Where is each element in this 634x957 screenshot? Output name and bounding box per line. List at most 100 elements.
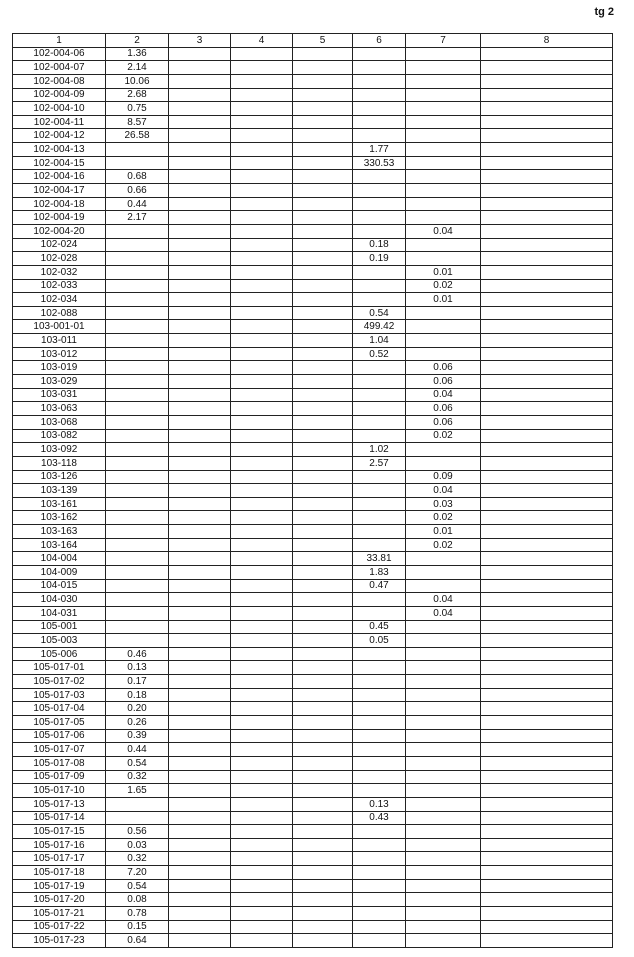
value-cell-col-8 — [480, 142, 613, 157]
table-row: 103-118 2.57 — [12, 455, 613, 471]
value-cell-col-3 — [168, 455, 231, 471]
value-cell-col-4 — [230, 442, 293, 457]
value-cell-col-5 — [292, 796, 353, 812]
value-cell-col-6 — [352, 837, 406, 853]
value-cell-col-3 — [168, 428, 231, 444]
value-cell-col-6 — [352, 742, 406, 757]
value-cell-col-2 — [105, 374, 169, 389]
value-cell-col-8 — [480, 510, 613, 526]
value-cell-col-5 — [292, 674, 353, 689]
table-row: 105-017-09 0.32 — [12, 769, 613, 785]
value-cell-col-2 — [105, 483, 169, 498]
value-cell-col-3 — [168, 701, 231, 717]
value-cell-col-3 — [168, 728, 231, 744]
value-cell-col-2: 0.13 — [105, 660, 169, 676]
table-row: 103-082 0.02 — [12, 428, 613, 444]
value-cell-col-5 — [292, 742, 353, 757]
row-code-cell: 102-024 — [12, 237, 106, 253]
value-cell-col-5 — [292, 401, 353, 416]
value-cell-col-4 — [230, 319, 293, 335]
value-cell-col-2 — [105, 469, 169, 485]
value-cell-col-4 — [230, 537, 293, 553]
value-cell-col-3 — [168, 319, 231, 335]
column-header: 2 — [105, 33, 169, 48]
table-row: 105-017-14 0.43 — [12, 810, 613, 826]
value-cell-col-5 — [292, 346, 353, 362]
value-cell-col-3 — [168, 264, 231, 280]
table-row: 105-017-01 0.13 — [12, 660, 613, 676]
value-cell-col-8 — [480, 633, 613, 648]
value-cell-col-3 — [168, 851, 231, 867]
value-cell-col-2 — [105, 633, 169, 648]
value-cell-col-5 — [292, 564, 353, 580]
value-cell-col-6 — [352, 401, 406, 416]
value-cell-col-3 — [168, 401, 231, 416]
value-cell-col-4 — [230, 251, 293, 266]
value-cell-col-4 — [230, 810, 293, 826]
row-code-cell: 105-003 — [12, 633, 106, 648]
value-cell-col-4 — [230, 592, 293, 607]
value-cell-col-4 — [230, 183, 293, 198]
value-cell-col-8 — [480, 619, 613, 635]
value-cell-col-2: 0.20 — [105, 701, 169, 717]
table-row: 103-068 0.06 — [12, 414, 613, 430]
value-cell-col-7 — [405, 60, 481, 75]
row-code-cell: 102-004-19 — [12, 210, 106, 225]
value-cell-col-4 — [230, 524, 293, 539]
table-row: 103-031 0.04 — [12, 387, 613, 403]
value-cell-col-6 — [352, 783, 406, 798]
value-cell-col-8 — [480, 687, 613, 703]
row-code-cell: 103-162 — [12, 510, 106, 526]
row-code-cell: 102-028 — [12, 251, 106, 266]
value-cell-col-6 — [352, 196, 406, 212]
value-cell-col-4 — [230, 796, 293, 812]
value-cell-col-8 — [480, 605, 613, 621]
value-cell-col-7 — [405, 319, 481, 335]
value-cell-col-2: 0.44 — [105, 196, 169, 212]
value-cell-col-2 — [105, 360, 169, 376]
value-cell-col-6: 0.19 — [352, 251, 406, 266]
value-cell-col-4 — [230, 292, 293, 307]
value-cell-col-2 — [105, 496, 169, 512]
value-cell-col-6 — [352, 374, 406, 389]
value-cell-col-7 — [405, 755, 481, 771]
value-cell-col-5 — [292, 933, 353, 948]
table-row: 103-012 0.52 — [12, 346, 613, 362]
table-row: 105-017-13 0.13 — [12, 796, 613, 812]
value-cell-col-5 — [292, 469, 353, 485]
value-cell-col-4 — [230, 128, 293, 144]
value-cell-col-6 — [352, 728, 406, 744]
value-cell-col-3 — [168, 101, 231, 116]
value-cell-col-4 — [230, 237, 293, 253]
table-row: 102-004-11 8.57 — [12, 114, 613, 130]
value-cell-col-2: 0.75 — [105, 101, 169, 116]
table-row: 102-004-15 330.53 — [12, 155, 613, 171]
value-cell-col-7 — [405, 210, 481, 225]
value-cell-col-3 — [168, 592, 231, 607]
value-cell-col-6 — [352, 851, 406, 867]
value-cell-col-7 — [405, 114, 481, 130]
value-cell-col-2 — [105, 155, 169, 171]
value-cell-col-3 — [168, 878, 231, 894]
value-cell-col-3 — [168, 578, 231, 594]
row-code-cell: 105-017-17 — [12, 851, 106, 867]
value-cell-col-8 — [480, 455, 613, 471]
value-cell-col-4 — [230, 155, 293, 171]
value-cell-col-7 — [405, 919, 481, 935]
value-cell-col-2 — [105, 796, 169, 812]
value-cell-col-5 — [292, 892, 353, 907]
value-cell-col-7: 0.04 — [405, 592, 481, 607]
value-cell-col-6: 33.81 — [352, 551, 406, 566]
value-cell-col-7 — [405, 687, 481, 703]
value-cell-col-7 — [405, 333, 481, 348]
value-cell-col-2: 0.18 — [105, 687, 169, 703]
value-cell-col-2 — [105, 810, 169, 826]
value-cell-col-4 — [230, 851, 293, 867]
value-cell-col-3 — [168, 183, 231, 198]
value-cell-col-4 — [230, 578, 293, 594]
value-cell-col-7 — [405, 619, 481, 635]
value-cell-col-2 — [105, 428, 169, 444]
row-code-cell: 103-012 — [12, 346, 106, 362]
value-cell-col-5 — [292, 292, 353, 307]
